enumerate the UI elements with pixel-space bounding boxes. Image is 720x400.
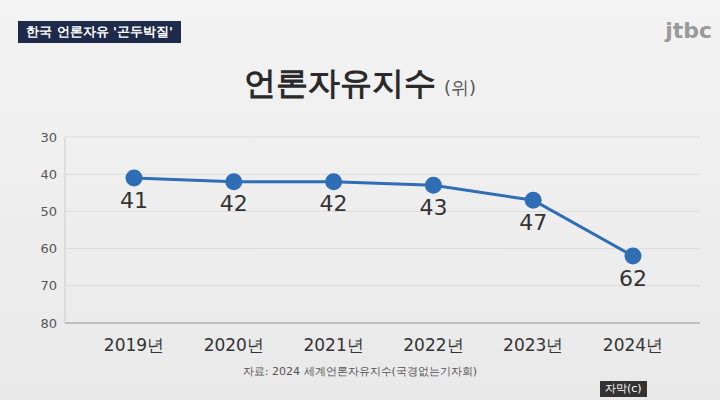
svg-text:2019년: 2019년 xyxy=(104,335,164,355)
svg-text:2024년: 2024년 xyxy=(603,335,663,355)
html-text:언론자유지수 (위): 언론자유지수 (위) xyxy=(244,64,476,102)
svg-text:2021년: 2021년 xyxy=(303,335,363,355)
svg-text:50: 50 xyxy=(40,204,57,219)
svg-text:42: 42 xyxy=(320,191,348,216)
svg-text:2020년: 2020년 xyxy=(204,335,264,355)
svg-text:62: 62 xyxy=(619,266,647,291)
svg-text:80: 80 xyxy=(40,316,57,331)
svg-text:43: 43 xyxy=(419,195,447,220)
html-text:자막(c): 자막(c) xyxy=(605,382,642,395)
svg-text:30: 30 xyxy=(40,130,57,145)
html-text:jtbc: jtbc xyxy=(665,18,712,43)
svg-text:40: 40 xyxy=(40,167,57,182)
svg-text:2023년: 2023년 xyxy=(503,335,563,355)
html-text:한국 언론자유 '곤두박질': 한국 언론자유 '곤두박질' xyxy=(26,24,173,39)
svg-text:42: 42 xyxy=(220,191,248,216)
svg-text:2022년: 2022년 xyxy=(403,335,463,355)
svg-text:70: 70 xyxy=(40,278,57,293)
svg-text:47: 47 xyxy=(519,210,547,235)
html-text:자료: 2024 세계언론자유지수(국경없는기자회): 자료: 2024 세계언론자유지수(국경없는기자회) xyxy=(242,365,478,378)
svg-text:41: 41 xyxy=(120,188,148,213)
svg-text:60: 60 xyxy=(40,241,57,256)
